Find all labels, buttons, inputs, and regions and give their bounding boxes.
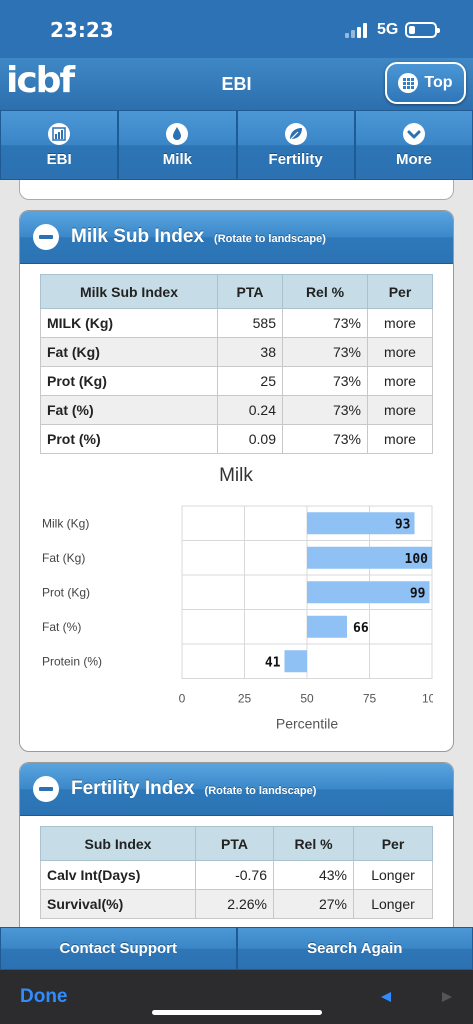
column-header: Per <box>353 826 433 861</box>
status-time: 23:23 <box>50 18 114 42</box>
status-bar: 23:23 5G <box>0 0 473 58</box>
collapse-icon[interactable] <box>33 776 59 802</box>
data-label: 100 <box>405 552 429 567</box>
bar <box>307 615 347 638</box>
bar <box>307 581 430 604</box>
network-label: 5G <box>377 21 399 38</box>
table-row: Calv Int(Days) -0.76 43% Longer <box>40 860 433 890</box>
card-title: Fertility Index <box>71 778 195 799</box>
milk-chart: Milk 0 25 50 75 100 Milk (Kg) 93 Fat (Kg) 100 Prot… <box>40 461 433 741</box>
x-tick-label: 0 <box>179 692 186 706</box>
category-label: Protein (%) <box>42 654 102 668</box>
milk-table: Milk Sub Index PTA Rel % Per MILK (Kg) 5… <box>40 274 433 454</box>
x-tick-label: 100 <box>422 692 433 706</box>
bottom-bar: Contact Support Search Again <box>0 927 473 970</box>
app-header: icbf EBI Top <box>0 58 473 110</box>
milk-sub-index-card: Milk Sub Index (Rotate to landscape) Mil… <box>19 210 454 752</box>
x-axis-label: Percentile <box>276 716 338 732</box>
category-label: Fat (Kg) <box>42 551 85 565</box>
fertility-table: Sub Index PTA Rel % Per Calv Int(Days) -… <box>40 826 433 919</box>
tab-more[interactable]: More <box>354 110 473 180</box>
tab-label: Milk <box>162 150 192 168</box>
table-row: Prot (Kg) 25 73% more <box>40 366 433 396</box>
bar <box>307 546 432 569</box>
column-header: Rel % <box>273 826 354 861</box>
page-title: EBI <box>221 74 252 94</box>
column-header: Rel % <box>282 274 368 309</box>
category-label: Prot (Kg) <box>42 585 90 599</box>
grid-icon <box>398 73 419 93</box>
data-label: 66 <box>353 621 369 636</box>
data-label: 93 <box>395 517 411 532</box>
forward-arrow-icon[interactable] <box>442 992 452 1002</box>
x-tick-label: 50 <box>300 692 314 706</box>
chevron-down-icon <box>402 122 425 145</box>
top-button[interactable]: Top <box>385 62 466 104</box>
search-again-button[interactable]: Search Again <box>236 927 473 970</box>
tab-ebi[interactable]: EBI <box>0 110 119 180</box>
x-tick-label: 25 <box>238 692 252 706</box>
top-button-label: Top <box>424 74 453 91</box>
battery-icon <box>405 22 440 38</box>
category-label: Fat (%) <box>42 620 81 634</box>
card-title: Milk Sub Index <box>71 226 205 247</box>
back-arrow-icon[interactable] <box>381 992 391 1002</box>
done-button[interactable]: Done <box>20 986 68 1007</box>
milk-card-header[interactable]: Milk Sub Index (Rotate to landscape) <box>20 211 453 264</box>
bar <box>284 650 307 673</box>
data-label: 99 <box>410 586 426 601</box>
column-header: PTA <box>217 274 283 309</box>
tab-milk[interactable]: Milk <box>118 110 237 180</box>
column-header: PTA <box>195 826 274 861</box>
signal-icon <box>345 22 369 38</box>
collapse-icon[interactable] <box>33 224 59 250</box>
tab-label: More <box>395 150 432 168</box>
x-tick-label: 75 <box>363 692 377 706</box>
data-label: 41 <box>265 655 281 670</box>
icbf-logo: icbf <box>6 60 75 101</box>
column-header: Sub Index <box>40 826 196 861</box>
category-label: Milk (Kg) <box>42 516 89 530</box>
table-row: Survival(%) 2.26% 27% Longer <box>40 889 433 919</box>
bar <box>307 512 415 535</box>
browser-toolbar: Done <box>0 970 473 1024</box>
previous-card-edge <box>19 180 454 200</box>
table-row: MILK (Kg) 585 73% more <box>40 308 433 338</box>
rotate-hint: (Rotate to landscape) <box>214 233 326 245</box>
column-header: Per <box>367 274 433 309</box>
fertility-index-card: Fertility Index (Rotate to landscape) Su… <box>19 762 454 942</box>
column-header: Milk Sub Index <box>40 274 218 309</box>
milk-chart-svg: Milk 0 25 50 75 100 Milk (Kg) 93 Fat (Kg) 100 Prot… <box>42 465 433 732</box>
leaf-icon <box>284 122 307 145</box>
table-row: Fat (Kg) 38 73% more <box>40 337 433 367</box>
contact-support-button[interactable]: Contact Support <box>0 927 237 970</box>
home-indicator <box>152 1010 322 1015</box>
tab-fertility[interactable]: Fertility <box>236 110 355 180</box>
drop-icon <box>166 122 189 145</box>
tab-label: EBI <box>46 150 72 168</box>
tab-label: Fertility <box>268 150 323 168</box>
rotate-hint: (Rotate to landscape) <box>204 785 317 797</box>
chart-title: Milk <box>219 465 253 486</box>
nav-tabs: EBI Milk Fertility More <box>0 110 473 180</box>
table-row: Fat (%) 0.24 73% more <box>40 395 433 425</box>
bar-chart-icon <box>48 122 71 145</box>
table-row: Prot (%) 0.09 73% more <box>40 424 433 454</box>
fertility-card-header[interactable]: Fertility Index (Rotate to landscape) <box>20 763 453 816</box>
